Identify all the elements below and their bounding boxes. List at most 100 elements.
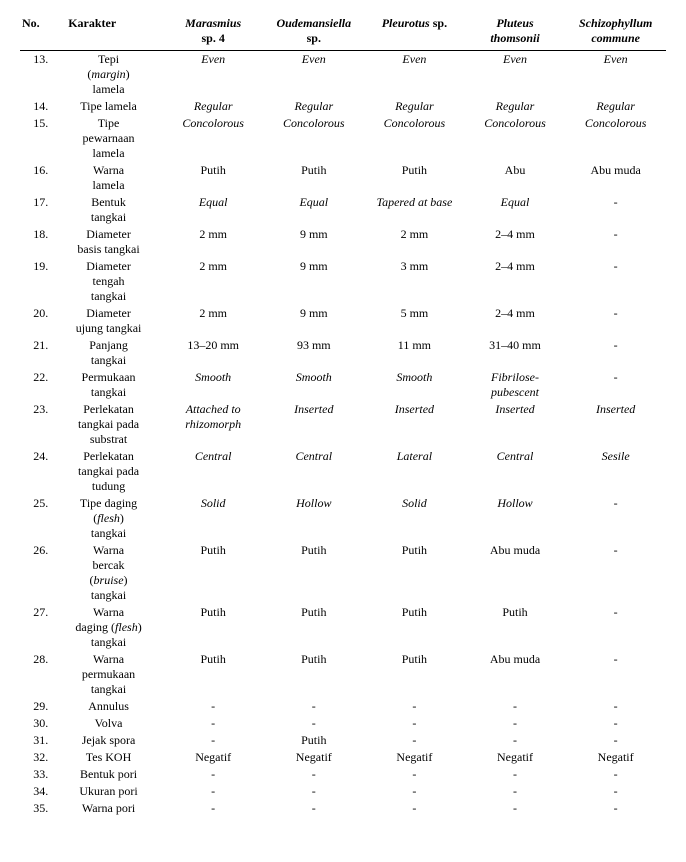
value-cell: - <box>364 800 465 817</box>
value-cell: Putih <box>263 732 364 749</box>
value-cell: Putih <box>263 604 364 651</box>
value-cell: - <box>364 783 465 800</box>
character-cell: Diameterujung tangkai <box>54 305 163 337</box>
row-number: 18. <box>20 226 54 258</box>
value-cell: Inserted <box>465 401 566 448</box>
value-cell: - <box>565 495 666 542</box>
table-row: 30.Volva----- <box>20 715 666 732</box>
table-header: No. Karakter Marasmius sp. 4 Oudemansiel… <box>20 14 666 51</box>
table-row: 24.Perlekatantangkai padatudungCentralCe… <box>20 448 666 495</box>
value-cell: Putih <box>163 162 264 194</box>
value-cell: Equal <box>263 194 364 226</box>
row-number: 21. <box>20 337 54 369</box>
value-cell: - <box>565 800 666 817</box>
value-cell: Negatif <box>163 749 264 766</box>
value-cell: Putih <box>163 651 264 698</box>
value-cell: Abu muda <box>465 542 566 604</box>
row-number: 13. <box>20 51 54 99</box>
value-cell: - <box>565 732 666 749</box>
row-number: 30. <box>20 715 54 732</box>
value-cell: Even <box>163 51 264 99</box>
row-number: 23. <box>20 401 54 448</box>
table-row: 20.Diameterujung tangkai2 mm9 mm5 mm2–4 … <box>20 305 666 337</box>
value-cell: Solid <box>163 495 264 542</box>
value-cell: 2–4 mm <box>465 226 566 258</box>
value-cell: - <box>163 766 264 783</box>
character-cell: Bentuk pori <box>54 766 163 783</box>
value-cell: - <box>263 715 364 732</box>
value-cell: - <box>163 715 264 732</box>
table-row: 22.PermukaantangkaiSmoothSmoothSmoothFib… <box>20 369 666 401</box>
value-cell: Putih <box>364 604 465 651</box>
value-cell: 31–40 mm <box>465 337 566 369</box>
row-number: 16. <box>20 162 54 194</box>
value-cell: Concolorous <box>364 115 465 162</box>
value-cell: 2–4 mm <box>465 258 566 305</box>
row-number: 14. <box>20 98 54 115</box>
value-cell: 2 mm <box>163 258 264 305</box>
table-row: 34.Ukuran pori----- <box>20 783 666 800</box>
table-row: 18.Diameterbasis tangkai2 mm9 mm2 mm2–4 … <box>20 226 666 258</box>
value-cell: Even <box>565 51 666 99</box>
value-cell: Negatif <box>263 749 364 766</box>
value-cell: - <box>163 698 264 715</box>
character-cell: Ukuran pori <box>54 783 163 800</box>
value-cell: 2–4 mm <box>465 305 566 337</box>
value-cell: Negatif <box>364 749 465 766</box>
value-cell: Central <box>263 448 364 495</box>
row-number: 17. <box>20 194 54 226</box>
character-cell: Diameterbasis tangkai <box>54 226 163 258</box>
value-cell: - <box>565 698 666 715</box>
value-cell: - <box>565 542 666 604</box>
value-cell: Equal <box>163 194 264 226</box>
character-cell: Volva <box>54 715 163 732</box>
character-cell: Tes KOH <box>54 749 163 766</box>
row-number: 28. <box>20 651 54 698</box>
value-cell: Concolorous <box>565 115 666 162</box>
row-number: 31. <box>20 732 54 749</box>
value-cell: Smooth <box>263 369 364 401</box>
row-number: 22. <box>20 369 54 401</box>
table-row: 16.WarnalamelaPutihPutihPutihAbuAbu muda <box>20 162 666 194</box>
character-cell: Diametertengahtangkai <box>54 258 163 305</box>
value-cell: Putih <box>263 162 364 194</box>
table-row: 13.Tepi(margin)lamelaEvenEvenEvenEvenEve… <box>20 51 666 99</box>
value-cell: - <box>565 715 666 732</box>
character-cell: Tipe daging(flesh)tangkai <box>54 495 163 542</box>
value-cell: Negatif <box>465 749 566 766</box>
value-cell: Regular <box>163 98 264 115</box>
row-number: 33. <box>20 766 54 783</box>
value-cell: Abu muda <box>465 651 566 698</box>
value-cell: - <box>364 766 465 783</box>
row-number: 15. <box>20 115 54 162</box>
header-species-4: Pluteus thomsonii <box>465 14 566 51</box>
value-cell: Fibrilose-pubescent <box>465 369 566 401</box>
character-cell: Warnabercak(bruise)tangkai <box>54 542 163 604</box>
value-cell: - <box>263 800 364 817</box>
value-cell: Hollow <box>465 495 566 542</box>
value-cell: Regular <box>465 98 566 115</box>
value-cell: Putih <box>163 604 264 651</box>
table-row: 35.Warna pori----- <box>20 800 666 817</box>
table-row: 21.Panjangtangkai13–20 mm93 mm11 mm31–40… <box>20 337 666 369</box>
value-cell: Smooth <box>163 369 264 401</box>
character-cell: Warnalamela <box>54 162 163 194</box>
value-cell: Concolorous <box>263 115 364 162</box>
header-species-3: Pleurotus sp. <box>364 14 465 51</box>
row-number: 25. <box>20 495 54 542</box>
row-number: 34. <box>20 783 54 800</box>
character-cell: Warna pori <box>54 800 163 817</box>
table-row: 17.BentuktangkaiEqualEqualTapered at bas… <box>20 194 666 226</box>
header-species-1: Marasmius sp. 4 <box>163 14 264 51</box>
value-cell: Regular <box>565 98 666 115</box>
value-cell: - <box>565 194 666 226</box>
header-species-5: Schizophyllum commune <box>565 14 666 51</box>
value-cell: Regular <box>263 98 364 115</box>
row-number: 35. <box>20 800 54 817</box>
table-row: 32.Tes KOHNegatifNegatifNegatifNegatifNe… <box>20 749 666 766</box>
table-row: 26.Warnabercak(bruise)tangkaiPutihPutihP… <box>20 542 666 604</box>
value-cell: - <box>163 800 264 817</box>
character-cell: Perlekatantangkai padatudung <box>54 448 163 495</box>
value-cell: Putih <box>364 542 465 604</box>
table-row: 23.Perlekatantangkai padasubstratAttache… <box>20 401 666 448</box>
